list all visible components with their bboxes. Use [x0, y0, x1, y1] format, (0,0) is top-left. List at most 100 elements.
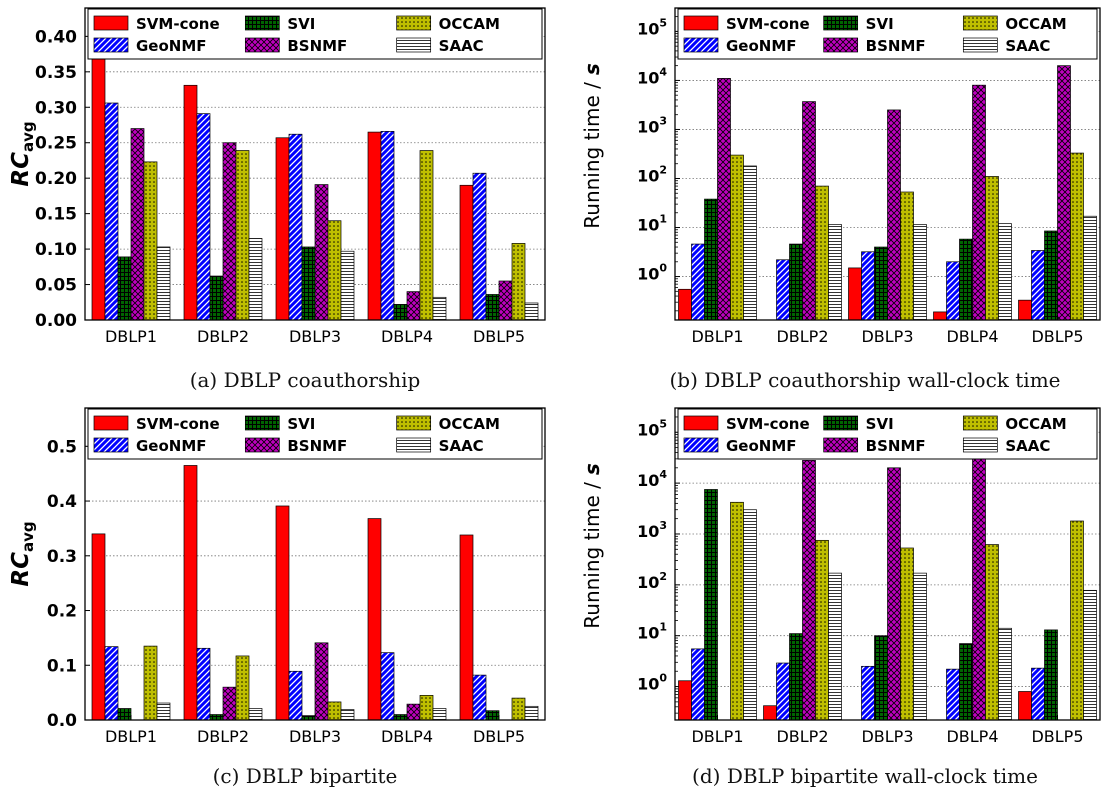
bar-geonmf-dblp4 [380, 652, 395, 721]
legend-label-svm-cone: SVM-cone [726, 415, 810, 433]
x-tick-label: DBLP5 [1031, 727, 1083, 746]
y-tick-label: 105 [637, 16, 667, 38]
y-tick-label: 0.00 [35, 311, 77, 331]
y-tick-label: 100 [637, 672, 667, 694]
legend: SVM-cone GeoNMF SVI BSNMF OCCAM SAAC [677, 8, 1098, 60]
legend-label-svi: SVI [866, 15, 894, 33]
caption-a: (a) DBLP coauthorship [189, 368, 421, 392]
x-tick-label: DBLP4 [381, 727, 433, 746]
bar-bsnmf-dblp2 [222, 142, 237, 321]
y-tick-label: 0.15 [35, 205, 77, 225]
legend-label-bsnmf: BSNMF [866, 437, 926, 455]
bar-svi-dblp2 [209, 275, 224, 321]
bar-saac-dblp3 [913, 224, 927, 321]
bar-geonmf-dblp2 [196, 647, 211, 721]
bar-saac-dblp4 [998, 223, 1012, 321]
bar-svm-cone-dblp3 [275, 137, 290, 321]
y-tick-label: 0.25 [35, 134, 77, 154]
y-tick-label: 101 [637, 213, 667, 235]
legend-label-svi: SVI [866, 415, 894, 433]
y-tick-label: 0.1 [47, 656, 77, 676]
panel-a: 0.00 0.05 0.10 0.15 0.20 0.25 0.30 0.35 0.40 DBLP… [0, 0, 555, 400]
chart-c: 0.0 0.1 0.2 0.3 0.4 0.5 DBLP1 DBLP2 DBLP3 DBLP4 DB… [8, 407, 546, 746]
bar-saac-dblp2 [828, 224, 842, 321]
bar-svm-cone-dblp5 [459, 184, 474, 321]
bar-geonmf-dblp4 [380, 131, 395, 321]
y-tick-label: 0.40 [35, 27, 77, 47]
bar-svm-cone-dblp4 [367, 518, 382, 721]
bar-geonmf-dblp1 [691, 243, 705, 321]
legend-swatch-occam [962, 15, 998, 31]
bar-bsnmf-dblp4 [972, 84, 986, 321]
bar-svi-dblp3 [301, 246, 316, 321]
bar-bsnmf-dblp4 [406, 703, 421, 721]
bar-svm-cone-dblp2 [763, 705, 777, 721]
bar-bsnmf-dblp2 [222, 686, 237, 721]
x-tick-label: DBLP3 [861, 327, 913, 346]
bar-geonmf-dblp3 [288, 670, 303, 721]
legend-label-occam: OCCAM [1005, 15, 1066, 33]
bar-occam-dblp4 [419, 150, 434, 321]
bar-saac-dblp3 [340, 250, 355, 321]
bar-svi-dblp4 [959, 643, 973, 721]
legend-swatch-occam [962, 415, 998, 431]
bar-bsnmf-dblp2 [802, 460, 816, 721]
legend-label-occam: OCCAM [1005, 415, 1066, 433]
legend-swatch-bsnmf [244, 437, 280, 453]
y-tick-label: 0.0 [47, 711, 77, 731]
bar-svm-cone-dblp2 [183, 84, 198, 321]
bar-svi-dblp5 [1044, 230, 1058, 321]
y-tick-label: 101 [637, 621, 667, 643]
y-tick-label: 102 [637, 163, 667, 185]
bar-svi-dblp1 [117, 256, 132, 321]
bar-geonmf-dblp5 [1031, 667, 1045, 721]
y-tick-label: 104 [637, 65, 667, 87]
bar-bsnmf-dblp5 [498, 280, 513, 321]
chart-a: 0.00 0.05 0.10 0.15 0.20 0.25 0.30 0.35 0.40 DBLP… [8, 7, 546, 346]
bar-occam-dblp1 [730, 501, 744, 721]
caption-d: (d) DBLP bipartite wall-clock time [692, 764, 1038, 788]
bar-svi-dblp5 [1044, 629, 1058, 721]
x-tick-label: DBLP1 [691, 727, 743, 746]
y-tick-label: 0.5 [47, 437, 77, 457]
legend-swatch-bsnmf [244, 37, 280, 53]
y-tick-label: 0.4 [47, 492, 77, 512]
bar-geonmf-dblp5 [1031, 250, 1045, 321]
y-tick-label: 0.05 [35, 276, 77, 296]
legend-label-svm-cone: SVM-cone [726, 15, 810, 33]
x-tick-label: DBLP1 [105, 727, 157, 746]
legend: SVM-cone GeoNMF SVI BSNMF OCCAM SAAC [87, 408, 543, 460]
legend-swatch-svi [244, 415, 280, 431]
y-tick-label: 104 [637, 468, 667, 490]
bar-occam-dblp3 [327, 220, 342, 321]
bar-occam-dblp2 [815, 185, 829, 321]
bar-svm-cone-dblp4 [367, 131, 382, 321]
legend-label-svm-cone: SVM-cone [136, 15, 220, 33]
bar-svm-cone-dblp5 [1018, 691, 1032, 721]
legend-swatch-svi [823, 15, 859, 31]
bar-geonmf-dblp1 [691, 648, 705, 721]
legend-swatch-occam [396, 415, 432, 431]
bar-svm-cone-dblp1 [91, 58, 106, 321]
bar-occam-dblp2 [235, 655, 250, 721]
bar-svi-dblp2 [789, 633, 803, 721]
bar-svm-cone-dblp3 [848, 267, 862, 321]
x-tick-label: DBLP1 [691, 327, 743, 346]
x-tick-label: DBLP3 [289, 727, 341, 746]
x-tick-label: DBLP2 [197, 327, 249, 346]
bar-saac-dblp2 [248, 238, 263, 321]
y-tick-label: 0.20 [35, 169, 77, 189]
bar-saac-dblp3 [913, 572, 927, 721]
bar-saac-dblp4 [432, 296, 447, 321]
bar-geonmf-dblp3 [288, 133, 303, 321]
bar-geonmf-dblp3 [861, 251, 875, 321]
bar-svm-cone-dblp1 [678, 288, 692, 321]
legend-label-svi: SVI [287, 15, 315, 33]
x-tick-label: DBLP2 [776, 727, 828, 746]
y-tick-label: 103 [637, 114, 667, 136]
bar-bsnmf-dblp4 [972, 455, 986, 721]
bar-geonmf-dblp2 [196, 113, 211, 321]
bar-geonmf-dblp5 [472, 674, 487, 721]
bar-svi-dblp2 [209, 714, 224, 721]
bar-saac-dblp5 [1083, 215, 1097, 321]
